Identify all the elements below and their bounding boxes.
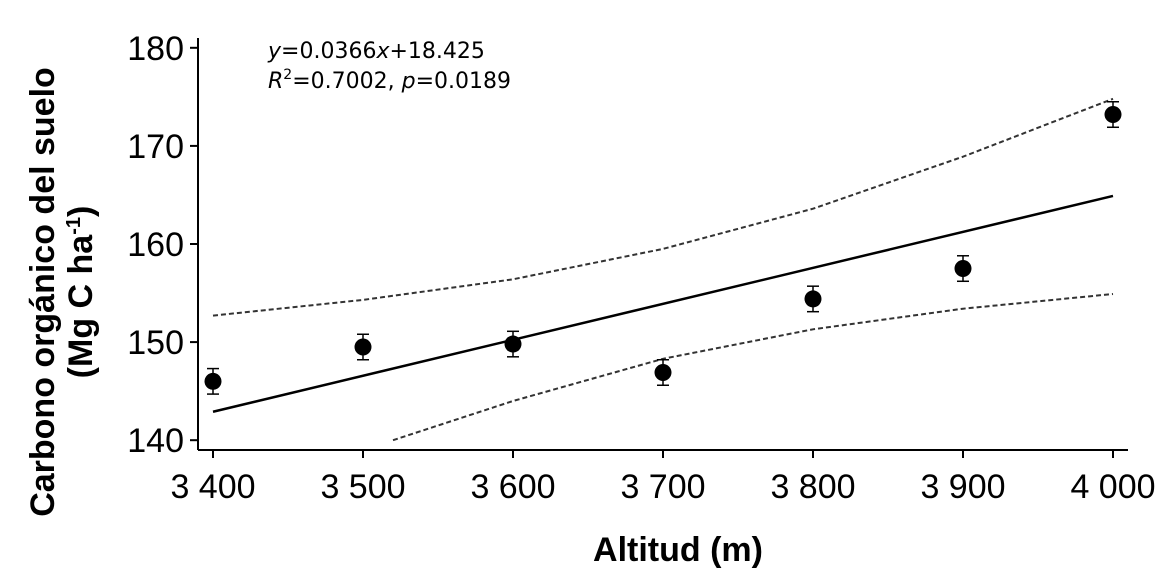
x-tick-label: 3 400 (170, 468, 255, 506)
x-tick-label: 3 700 (620, 468, 705, 506)
point-marker (354, 338, 372, 356)
data-point (954, 255, 972, 283)
y-tick-label: 140 (127, 422, 184, 460)
plot-area: 3 400 3 500 3 600 3 700 3 800 3 900 4 000 140 15… (127, 30, 1155, 506)
x-axis-title: Altitud (m) (593, 531, 763, 569)
point-marker (954, 260, 972, 278)
y-axis-title-line-1: Carbono orgánico del suelo (24, 67, 62, 517)
x-tick-label: 3 900 (920, 468, 1005, 506)
data-point (804, 285, 822, 313)
x-tick-label: 3 600 (470, 468, 555, 506)
y-tick-label: 180 (127, 30, 184, 68)
confidence-band-lower (392, 293, 1114, 442)
point-marker (654, 364, 672, 382)
y-tick-label: 150 (127, 324, 184, 362)
x-tick-label: 4 000 (1070, 468, 1155, 506)
y-axis-title-line-2: (Mg C ha-1) (62, 206, 100, 379)
data-point (1104, 101, 1122, 129)
x-tick-label: 3 500 (320, 468, 405, 506)
point-marker (204, 372, 222, 390)
data-point (354, 333, 372, 361)
data-point (204, 367, 222, 395)
y-tick-label: 170 (127, 128, 184, 166)
data-point (654, 359, 672, 387)
y-axis-title: Carbono orgánico del suelo (Mg C ha-1) (24, 67, 100, 517)
x-tick-label: 3 800 (770, 468, 855, 506)
y-tick-label: 160 (127, 226, 184, 264)
regression-line (212, 194, 1114, 413)
point-marker (804, 290, 822, 308)
point-marker (1104, 106, 1122, 124)
point-marker (504, 335, 522, 353)
data-point (504, 330, 522, 358)
axis-ticks: 3 400 3 500 3 600 3 700 3 800 3 900 4 000 140 15… (127, 30, 1155, 506)
data-points (204, 101, 1122, 395)
equation-line-1: y=0.0366x+18.425 (267, 39, 485, 64)
confidence-band-upper (212, 97, 1114, 317)
equation-line-2: R2=0.7002, p=0.0189 (268, 67, 511, 94)
